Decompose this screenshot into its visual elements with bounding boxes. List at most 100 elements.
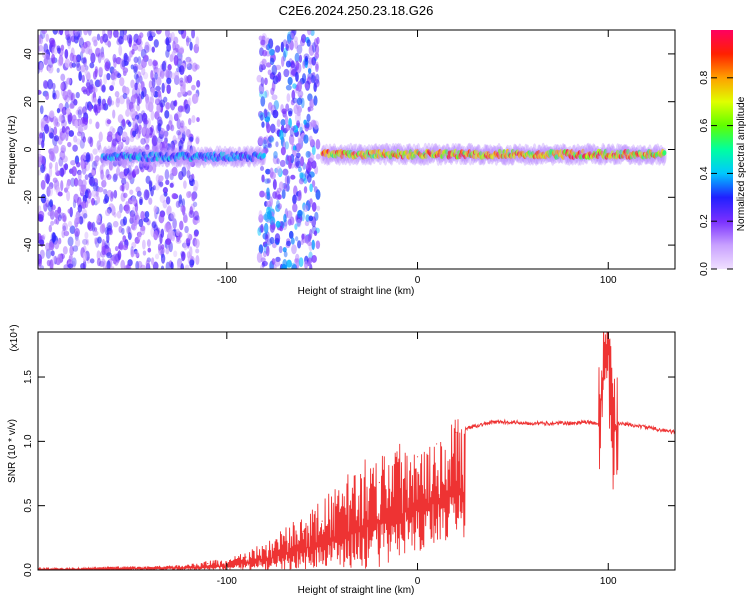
spectrogram-blob [99,78,103,87]
spectrogram-blob [133,56,139,64]
spectrogram-blob [96,214,101,223]
spectrogram-blob [173,113,179,122]
spectrogram-blob [54,161,59,173]
spectrogram-blob [83,213,88,219]
spectrogram-blob [129,189,134,195]
colorbar-tick-label: 0.2 [699,214,710,228]
spectrogram-blob [106,232,110,244]
spectrogram-blob [77,179,83,187]
spectrogram-blob [262,136,268,145]
spectrogram-blob [151,221,157,229]
spectrogram-blob [310,119,317,128]
spectrogram-blob [38,169,42,176]
spectrogram-blob [122,118,126,128]
spectrogram-blob [110,143,117,154]
spectrogram-blob [121,59,126,68]
spectrogram-blob [144,44,150,54]
spectrogram-blob [91,169,96,176]
spectrogram-blob [159,181,164,187]
spectrogram-blob [51,232,56,243]
spectrogram-blob [129,135,135,143]
snr-data-point [264,550,266,552]
spectrogram-blob [82,259,87,269]
spectrogram-blob [63,230,70,237]
spectrogram-blob [277,194,282,200]
spectrogram-blob [122,216,128,226]
spectrogram-blob [286,93,291,103]
spectrogram-blob [113,173,119,181]
spectrogram-blob [297,104,301,114]
x-tick-label: 0 [415,275,421,286]
snr-data-point [603,363,606,365]
spectrogram-blob [286,33,292,45]
spectrogram-blob [144,41,150,51]
spectrogram-blob [315,153,321,160]
spectrogram-blob [38,34,42,45]
spectrogram-blob [268,135,274,142]
spectrogram-blob [188,174,194,183]
spectrogram-blob [265,245,270,257]
spectrogram-blob [264,89,270,98]
spectrogram-blob [94,68,98,78]
spectrogram-blob [151,135,158,147]
spectrogram-blob [60,81,67,92]
spectrogram-blob [49,199,54,208]
spectrogram-blob [159,70,165,80]
spectrogram-blob [289,40,294,51]
spectrogram-tone [453,148,458,154]
spectrogram-blob [91,86,98,93]
spectrogram-blob [119,58,125,70]
spectrogram-blob [50,220,55,226]
snr-data-point [340,507,342,509]
spectrogram-blob [294,223,298,230]
spectrogram-blob [293,104,299,115]
spectrogram-blob [152,145,159,154]
spectrogram-blob [145,99,151,111]
spectrogram-halo [662,147,667,164]
spectrogram-blob [191,62,198,72]
spectrogram-blob [309,198,313,208]
spectrogram-blob [150,69,154,81]
spectrogram-blob [275,256,281,262]
spectrogram-blob [309,153,315,163]
spectrogram-blob [154,97,160,104]
spectrogram-tone [561,154,565,160]
spectrogram-blob [101,258,106,267]
spectrogram-blob [182,125,188,135]
spectrogram-blob [127,232,132,241]
spectrogram-blob [299,126,303,133]
spectrogram-blob [63,80,68,90]
spectrogram-blob [315,63,319,73]
spectrogram-blob [170,168,176,177]
spectrogram-blob [272,109,279,119]
spectrogram-blob [62,216,67,222]
spectrogram-blob [64,94,70,104]
spectrogram-blob [286,259,292,268]
spectrogram-blob [122,67,129,74]
snr-data-point [207,562,209,565]
spectrogram-tone [140,156,145,162]
spectrogram-tone [626,149,630,155]
spectrogram-blob [84,231,89,240]
spectrogram-blob [156,116,163,127]
spectrogram-blob [152,162,157,174]
spectrogram-blob [186,90,192,96]
spectrogram-blob [106,222,113,232]
spectrogram-blob [67,40,71,50]
spectrogram-blob [51,53,56,65]
spectrogram-blob [160,253,166,264]
spectrogram-blob [173,100,177,106]
spectrogram-blob [311,180,316,188]
spectrogram-blob [301,173,307,182]
spectrogram-blob [109,85,114,92]
spectrogram-blob [298,257,304,268]
spectrogram-blob [183,212,188,223]
spectrogram-blob [48,162,53,169]
spectrogram-blob [142,250,147,256]
spectrogram-blob [283,184,290,192]
spectrogram-blob [316,36,320,45]
spectrogram-blob [82,64,88,74]
spectrogram-blob [145,259,150,269]
spectrogram-blob [291,89,296,101]
spectrogram-blob [84,70,91,78]
